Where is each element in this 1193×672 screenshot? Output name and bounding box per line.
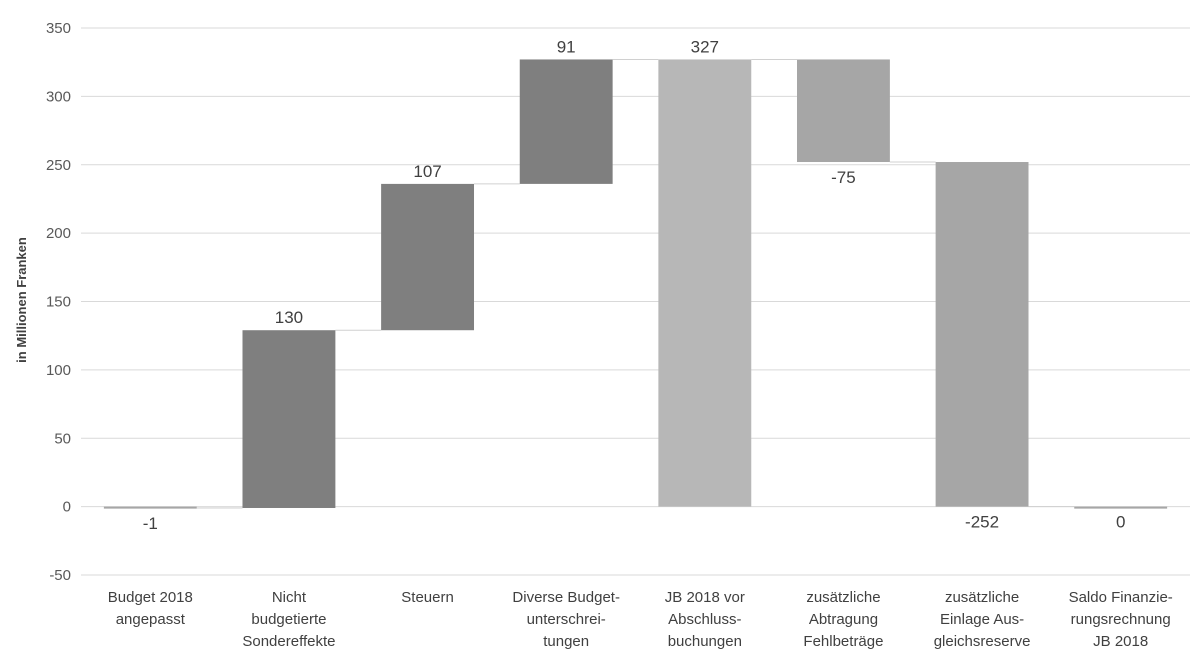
x-tick-label: Diverse Budget-unterschrei-tungen: [512, 589, 620, 650]
data-label: 91: [557, 37, 576, 56]
data-label: -1: [143, 514, 158, 533]
y-tick-label: 0: [63, 499, 71, 516]
data-label: 0: [1116, 513, 1125, 532]
bar: [796, 59, 890, 163]
x-tick-label: JB 2018 vor Abschluss-buchungen: [665, 589, 745, 650]
y-tick-label: 250: [46, 157, 71, 174]
x-tick-label: zusätzliche Einlage Aus-gleichsreserve: [934, 589, 1031, 650]
bars: [103, 59, 1168, 509]
data-label: 327: [691, 37, 719, 56]
bar: [242, 330, 336, 508]
bar: [103, 506, 197, 509]
x-tick-label: Nicht budgetierte Sondereffekte: [242, 589, 335, 650]
data-label: 107: [413, 162, 441, 181]
x-tick-label: Saldo Finanzie-rungsrechnung JB 2018: [1069, 589, 1173, 650]
y-axis-label: in Millionen Franken: [14, 237, 29, 363]
y-tick-label: 350: [46, 20, 71, 37]
bar: [381, 183, 475, 331]
x-tick-label: Budget 2018 angepasst: [108, 589, 193, 628]
bar: [519, 59, 613, 184]
y-tick-label: 50: [54, 430, 71, 447]
bar: [935, 162, 1029, 507]
x-tick-label: Steuern: [401, 589, 454, 606]
y-tick-label: 100: [46, 362, 71, 379]
bar: [1074, 506, 1168, 509]
x-tick-label: zusätzliche Abtragung Fehlbeträge: [803, 589, 883, 650]
x-axis-ticks: Budget 2018 angepasst Nicht budgetierte Sond…: [108, 589, 1173, 650]
y-axis-ticks: -50 0 50 100 150 200 250 300 350: [46, 20, 71, 584]
y-tick-label: -50: [49, 567, 71, 584]
data-label: -252: [965, 513, 999, 532]
y-tick-label: 200: [46, 225, 71, 242]
connector-lines: [196, 58, 1075, 509]
y-tick-label: 300: [46, 88, 71, 105]
data-labels: -1 130 107 91 327 -75 -252 0: [143, 37, 1126, 533]
bar: [658, 59, 752, 507]
data-label: 130: [275, 308, 303, 327]
y-tick-label: 150: [46, 294, 71, 311]
data-label: -75: [831, 168, 856, 187]
